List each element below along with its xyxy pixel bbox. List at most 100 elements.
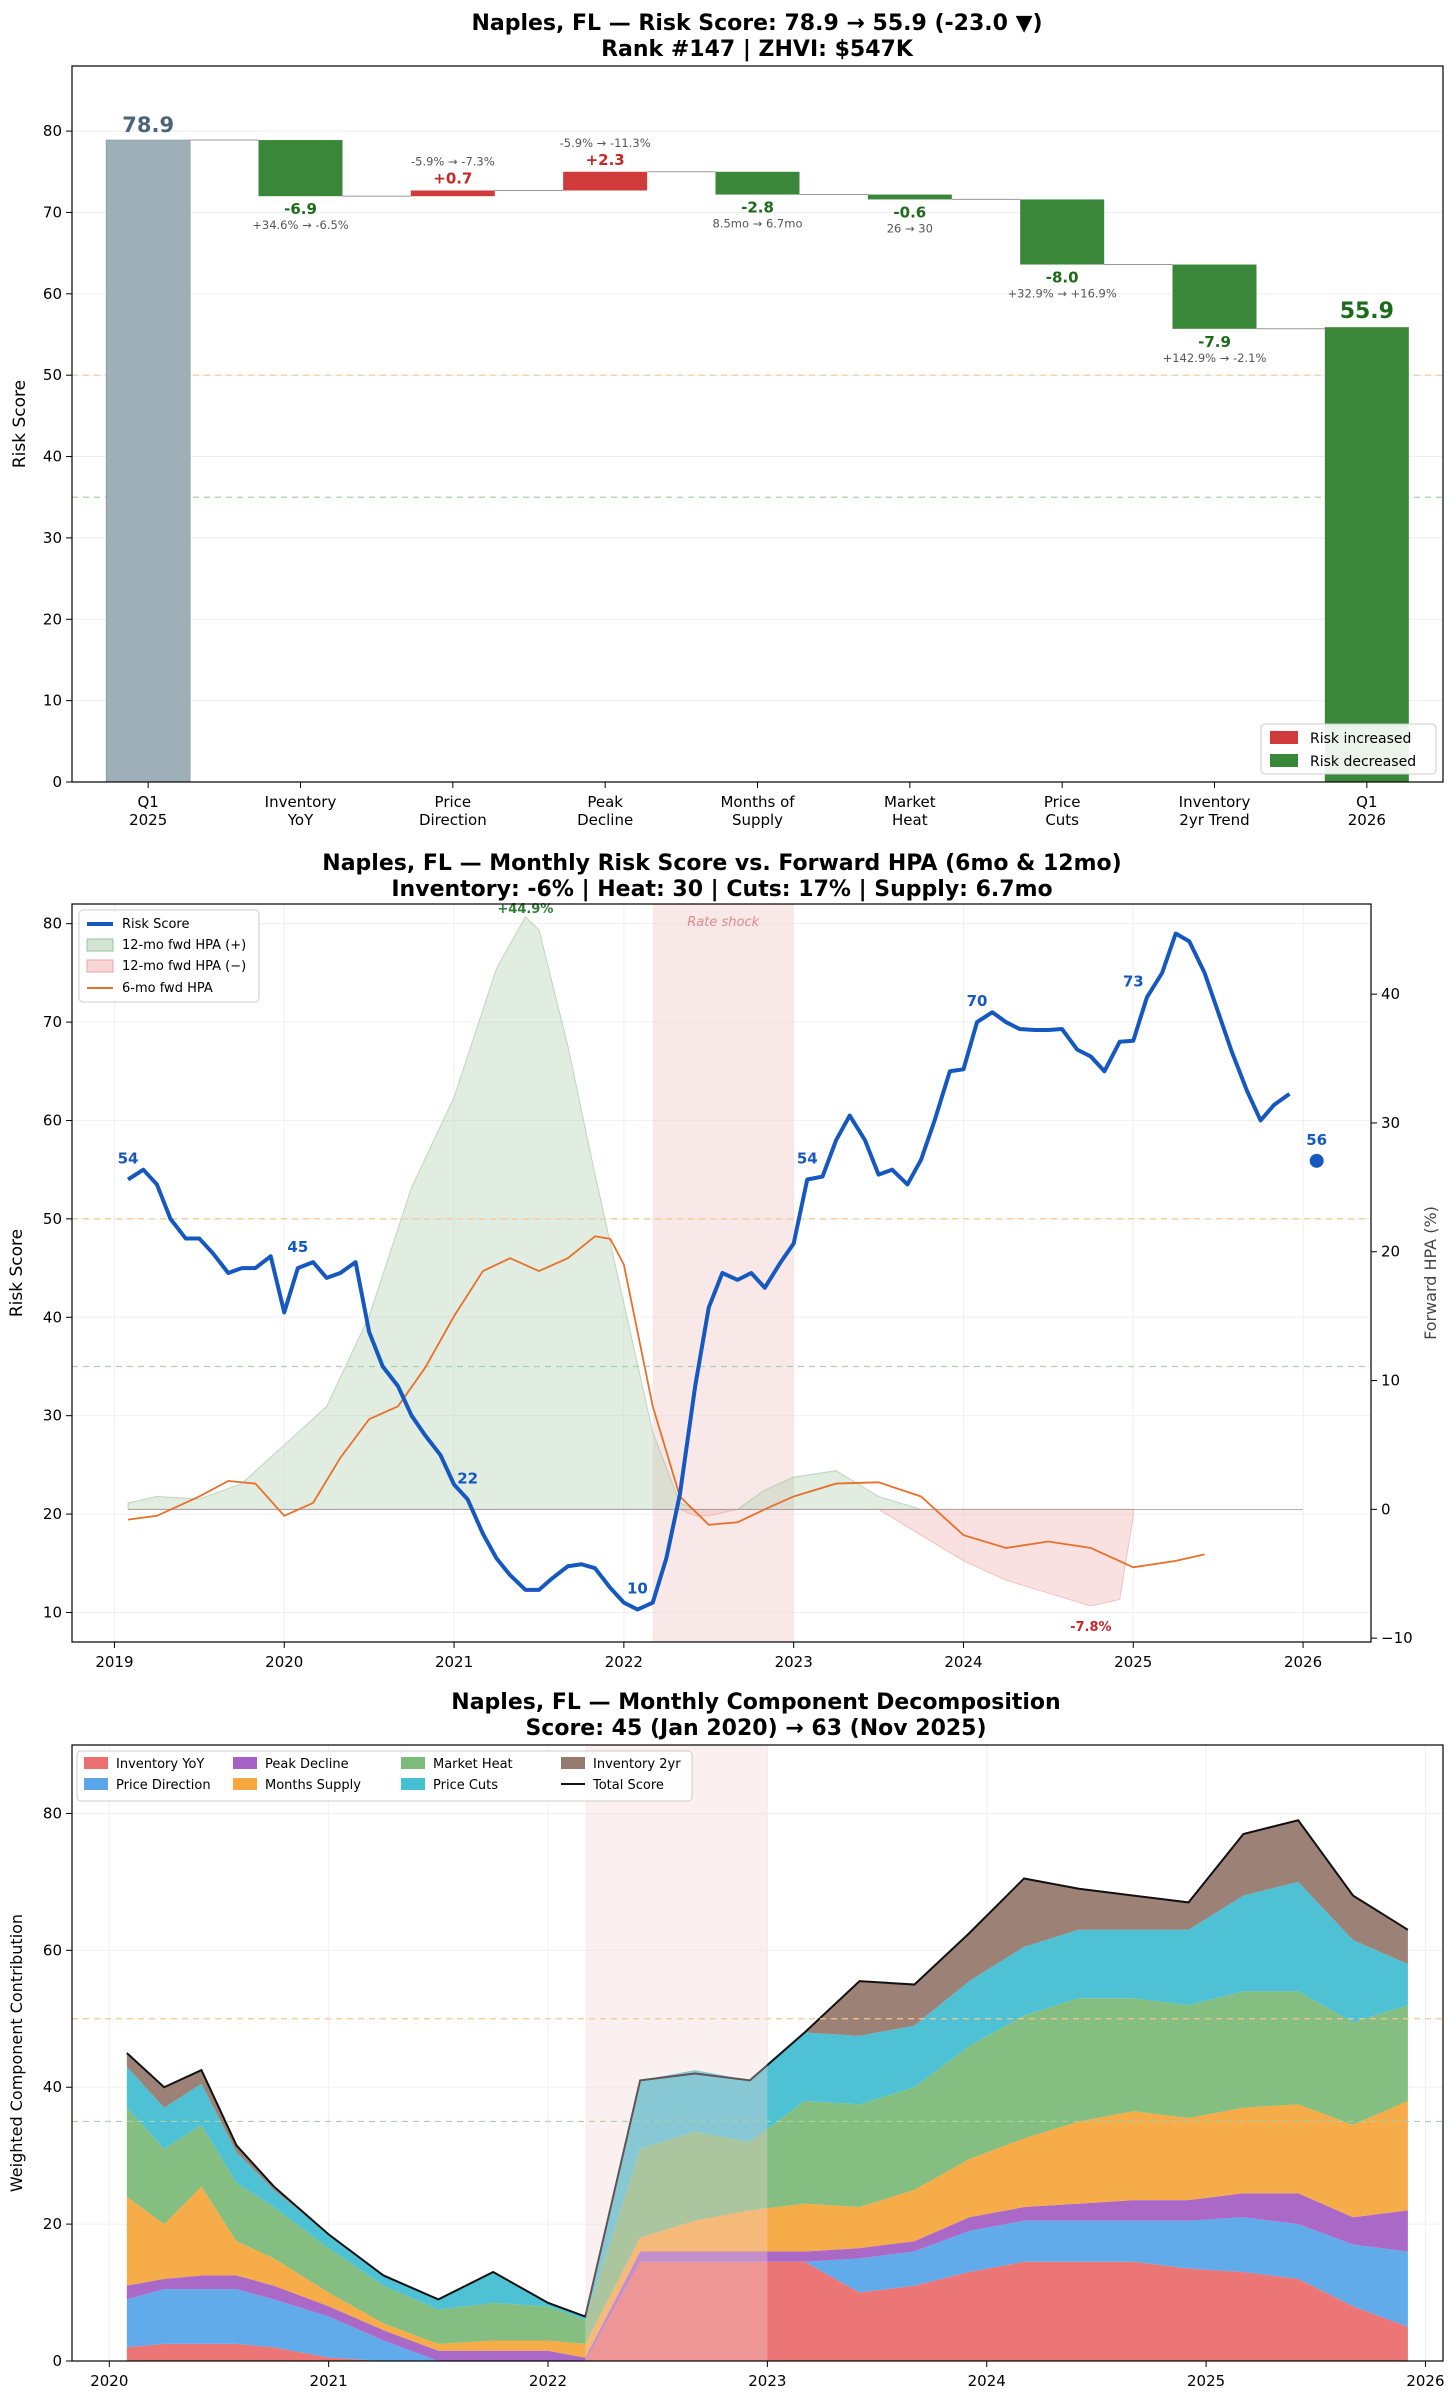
hpa6-line — [127, 1235, 1205, 1569]
y-axis-label: Weighted Component Contribution — [7, 1914, 26, 2192]
y-tick-label: 40 — [43, 448, 62, 466]
x-tick-label: Inventory 2yr Trend — [1179, 793, 1251, 829]
decrease-bar — [715, 171, 800, 195]
legend-label-peak-decline: Peak Decline — [265, 1757, 349, 1772]
legend-swatch-peak-decline — [233, 1757, 257, 1769]
x-tick-label: 2021 — [310, 2372, 348, 2390]
y-tick-label: 0 — [52, 773, 62, 791]
legend-label-market-heat: Market Heat — [433, 1757, 513, 1772]
legend-swatch-price-cuts — [401, 1778, 425, 1790]
y2-tick-label: −10 — [1381, 1629, 1413, 1647]
legend-swatch-price-direction — [84, 1778, 108, 1790]
y2-tick-label: 30 — [1381, 1114, 1400, 1132]
legend-swatch-inventory-yoy — [84, 1757, 108, 1769]
rate-shock-region — [585, 1745, 768, 2361]
end-bar — [1324, 327, 1409, 782]
waterfall-legend: Risk increased Risk decreased — [1260, 723, 1437, 775]
rate-shock-label: Rate shock — [687, 915, 759, 930]
area-legend: Inventory YoY Peak Decline Market Heat Inve… — [76, 1750, 693, 1802]
delta-detail: +34.6% → -6.5% — [252, 218, 349, 232]
delta-detail: -5.9% → -11.3% — [560, 136, 651, 150]
legend-label-total-score: Total Score — [592, 1778, 664, 1793]
score-point-label: 73 — [1123, 972, 1144, 990]
x-tick-label: Price Cuts — [1044, 793, 1081, 829]
start-bar-label: 78.9 — [122, 113, 174, 137]
delta-label: -8.0 — [1046, 269, 1079, 287]
delta-label: -0.6 — [893, 203, 926, 221]
x-tick-label: 2022 — [529, 2372, 567, 2390]
y-tick-label: 70 — [43, 203, 62, 221]
x-tick-label: 2026 — [1406, 2372, 1444, 2390]
x-tick-label: 2022 — [605, 1653, 643, 1671]
y2-tick-label: 0 — [1381, 1500, 1391, 1518]
x-tick-label: 2023 — [748, 2372, 786, 2390]
y-tick-label: 80 — [43, 122, 62, 140]
legend-label-price-cuts: Price Cuts — [433, 1778, 498, 1793]
y-tick-label: 0 — [52, 2352, 62, 2370]
area-plot-area: 2020 2021 2022 2023 2024 2025 2026 0 20 40 60 80 Wei… — [7, 1744, 1445, 2390]
legend-label-hpa-neg: 12-mo fwd HPA (−) — [122, 959, 246, 974]
decrease-bar — [258, 140, 343, 197]
score-point-label: 22 — [457, 1469, 478, 1487]
delta-label: -2.8 — [741, 199, 774, 217]
y2-tick-label: 40 — [1381, 985, 1400, 1003]
legend-label-hpa6: 6-mo fwd HPA — [122, 981, 213, 996]
line-chart-subtitle: Inventory: -6% | Heat: 30 | Cuts: 17% | … — [391, 877, 1052, 902]
y-tick-label: 30 — [43, 529, 62, 547]
legend-swatch-increase — [1270, 731, 1298, 744]
y2-tick-label: 20 — [1381, 1243, 1400, 1261]
risk-vs-hpa-panel: Naples, FL — Monthly Risk Score vs. Forw… — [7, 851, 1440, 1671]
area-market-heat — [126, 1991, 1408, 2344]
area-inventory-2yr — [126, 1820, 1408, 2317]
x-tick-label: 2026 — [1284, 1653, 1322, 1671]
legend-swatch-decrease — [1270, 754, 1298, 767]
y-tick-label: 20 — [43, 1505, 62, 1523]
y-tick-label: 50 — [43, 366, 62, 384]
risk-waterfall-panel: Naples, FL — Risk Score: 78.9 → 55.9 (-2… — [10, 11, 1444, 829]
legend-box — [1260, 723, 1437, 775]
y2-axis-label: Forward HPA (%) — [1421, 1206, 1440, 1340]
y2-tick-label: 10 — [1381, 1372, 1400, 1390]
y-axis-label: Risk Score — [10, 380, 30, 468]
y-tick-label: 50 — [43, 1210, 62, 1228]
x-tick-label: 2023 — [775, 1653, 813, 1671]
line-plot-area: Rate shock+44.9%-7.8%5445221054707356201… — [7, 902, 1440, 1671]
y-tick-label: 70 — [43, 1013, 62, 1031]
x-tick-label: 2020 — [265, 1653, 303, 1671]
delta-detail: +32.9% → +16.9% — [1008, 287, 1117, 301]
waterfall-axes-frame — [71, 65, 1444, 783]
end-bar-label: 55.9 — [1340, 299, 1394, 324]
legend-label-price-direction: Price Direction — [116, 1778, 211, 1793]
y-tick-label: 10 — [43, 692, 62, 710]
y-tick-label: 10 — [43, 1603, 62, 1621]
x-tick-label: Months of Supply — [720, 793, 795, 829]
x-tick-label: Price Direction — [419, 793, 487, 829]
x-tick-label: 2021 — [435, 1653, 473, 1671]
delta-detail: 26 → 30 — [887, 221, 933, 235]
area-inventory-yoy — [126, 2261, 1408, 2361]
x-tick-label: 2020 — [90, 2372, 128, 2390]
score-point-label: 54 — [118, 1150, 139, 1168]
legend-box — [76, 1750, 693, 1802]
x-tick-label: Inventory YoY — [265, 793, 337, 829]
score-point-label: 56 — [1306, 1131, 1327, 1149]
x-tick-label: 2024 — [968, 2372, 1006, 2390]
legend-swatch-inventory-2yr — [561, 1757, 585, 1769]
legend-label-risk: Risk Score — [122, 917, 190, 932]
waterfall-subtitle: Rank #147 | ZHVI: $547K — [601, 37, 914, 62]
legend-label-decrease: Risk decreased — [1310, 754, 1416, 770]
hpa12-extreme-label: +44.9% — [497, 902, 553, 917]
delta-label: -7.9 — [1198, 333, 1231, 351]
x-tick-label: 2025 — [1187, 2372, 1225, 2390]
line-legend: Risk Score 12-mo fwd HPA (+) 12-mo fwd HPA… — [78, 909, 260, 1003]
y-tick-label: 30 — [43, 1407, 62, 1425]
legend-label-inventory-2yr: Inventory 2yr — [593, 1757, 681, 1772]
increase-bar — [563, 171, 648, 191]
decrease-bar — [1020, 199, 1105, 265]
total-score-line — [126, 1819, 1409, 2318]
legend-label-hpa-pos: 12-mo fwd HPA (+) — [122, 938, 246, 953]
area-months-supply — [126, 2100, 1408, 2358]
y-tick-label: 60 — [43, 1111, 62, 1129]
x-tick-label: 2024 — [944, 1653, 982, 1671]
legend-label-months-supply: Months Supply — [265, 1778, 361, 1793]
